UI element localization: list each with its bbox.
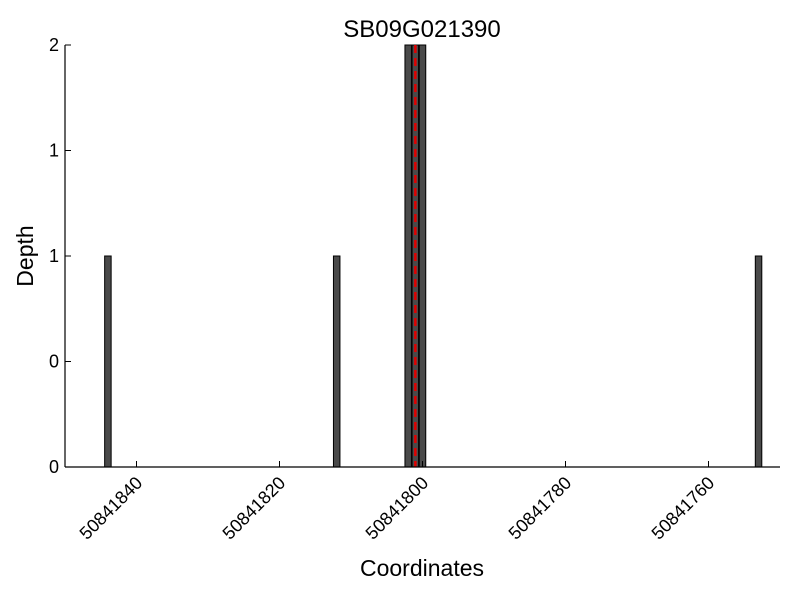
bar-4 xyxy=(418,44,427,468)
bar-5 xyxy=(754,255,763,468)
bars-layer xyxy=(104,44,763,468)
bar-1 xyxy=(332,255,341,468)
chart-title: SB09G021390 xyxy=(343,16,500,43)
x-ticks: 50841840 50841820 50841800 50841780 50841760 xyxy=(76,461,719,544)
x-axis-title: Coordinates xyxy=(360,555,484,581)
x-tick-label: 50841780 xyxy=(505,473,576,544)
x-tick-label: 50841840 xyxy=(76,473,147,544)
y-tick-label: 1 xyxy=(49,141,59,161)
bar-0 xyxy=(104,255,112,468)
y-tick-label: 2 xyxy=(49,35,59,55)
y-tick-label: 1 xyxy=(49,246,59,266)
x-tick-label: 50841800 xyxy=(362,473,433,544)
x-tick-label: 50841820 xyxy=(219,473,290,544)
y-tick-label: 0 xyxy=(49,457,59,477)
y-axis-title: Depth xyxy=(12,225,38,286)
y-tick-label: 0 xyxy=(49,352,59,372)
x-tick-label: 50841760 xyxy=(648,473,719,544)
y-ticks: 0 0 1 1 2 xyxy=(49,35,71,477)
bar-2 xyxy=(404,44,412,468)
